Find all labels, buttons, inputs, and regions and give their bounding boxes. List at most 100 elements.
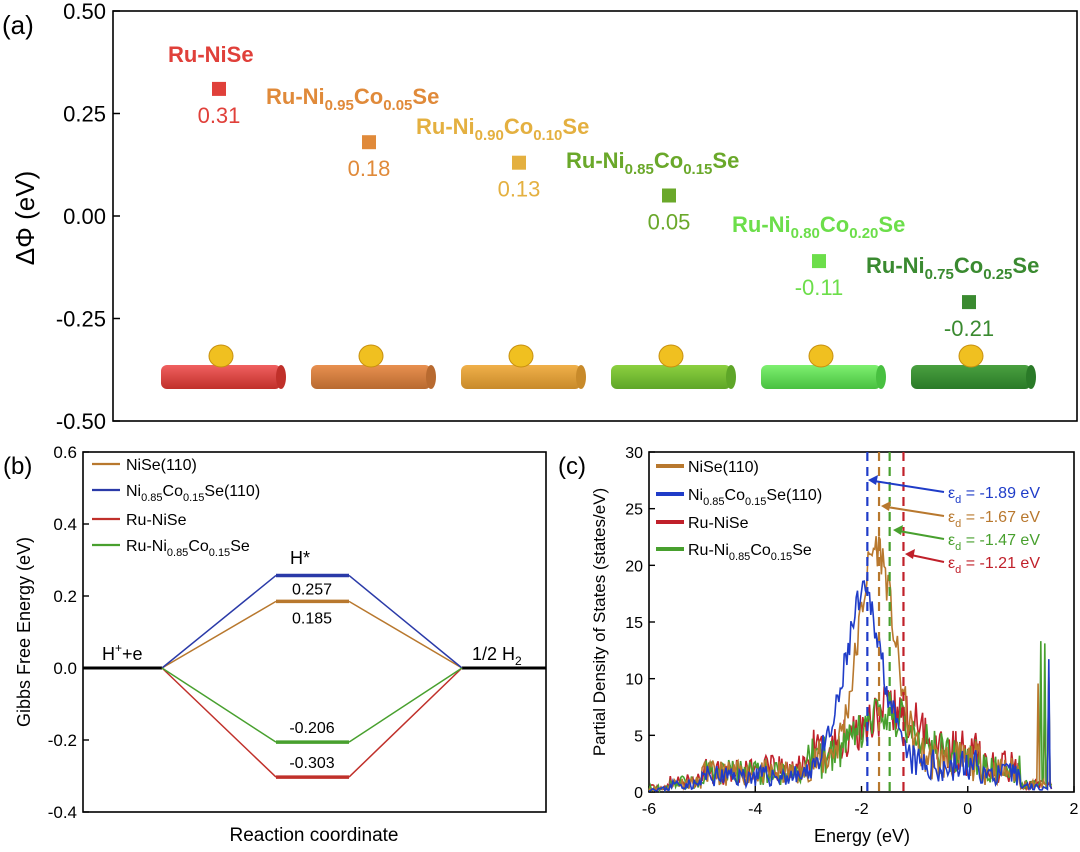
data-point-value: 0.31	[198, 103, 241, 128]
data-point-value: 0.18	[348, 156, 391, 181]
panel-c-ytick-label: 30	[625, 445, 643, 462]
ru-atom	[808, 344, 834, 368]
point-label-ru-ni095co005se: Ru-Ni0.95Co0.05Se	[266, 84, 439, 114]
data-point	[362, 135, 376, 150]
ru-atom	[958, 344, 984, 368]
dband-annotation-nicose: εd = -1.89 eV	[948, 485, 1040, 506]
nanorod	[461, 365, 581, 389]
panel-a-ytick-label: -0.50	[56, 409, 106, 434]
legend-label-ru-nicose: Ru-Ni0.85Co0.15Se	[126, 538, 250, 559]
panel-b-ytick-label: 0.2	[53, 587, 77, 606]
panel-c-xtick-label: -4	[748, 801, 762, 818]
panel-c-legend: NiSe(110) Ni0.85Co0.15Se(110) Ru-NiSe Ru…	[656, 459, 822, 563]
panel-c-xlabel: Energy (eV)	[814, 826, 910, 846]
panel-a-frame	[112, 10, 1078, 422]
dband-arrow-ru-nise	[910, 554, 945, 563]
panel-b: (b) Gibbs Free Energy (eV) Reaction coor…	[3, 443, 547, 846]
legend-label-ru-nise: Ru-NiSe	[126, 512, 187, 529]
nanorod	[911, 365, 1031, 389]
data-point-value: -0.11	[795, 275, 844, 300]
panel-c-label: (c)	[558, 453, 586, 480]
data-point	[962, 295, 976, 310]
nanorod	[761, 365, 881, 389]
connector	[161, 667, 277, 743]
energy-value: -0.206	[289, 720, 334, 737]
dband-arrowhead-ru-nicose	[893, 525, 903, 535]
energy-value: -0.303	[289, 755, 334, 772]
energy-value: 0.257	[292, 581, 332, 598]
nanorod-end	[1026, 365, 1036, 389]
ru-atom	[358, 344, 384, 368]
energy-value: 0.185	[292, 610, 332, 627]
state-label-intermediate: H*	[290, 548, 310, 568]
legend-label-c-nicose: Ni0.85Co0.15Se(110)	[688, 487, 822, 508]
nanorod-end	[576, 365, 586, 389]
legend-label-c-ru-nicose: Ru-Ni0.85Co0.15Se	[688, 542, 812, 563]
data-point-value: -0.21	[944, 316, 994, 341]
dband-arrow-nise	[886, 506, 945, 517]
data-point-value: 0.05	[648, 210, 691, 235]
panel-b-ytick-label: 0.4	[53, 515, 77, 534]
panel-c-ytick-label: 5	[634, 728, 643, 745]
connector	[348, 600, 463, 669]
data-point-value: 0.13	[498, 177, 541, 202]
ru-atom	[208, 344, 234, 368]
dband-arrow-ru-nicose	[898, 530, 945, 540]
panel-b-ytick-label: -0.2	[48, 731, 77, 750]
connector	[161, 574, 277, 669]
ru-atom	[508, 344, 534, 368]
legend-label-c-nise: NiSe(110)	[688, 459, 759, 476]
panel-c-ylabel: Partial Density of States (states/eV)	[590, 488, 609, 756]
panel-b-ylabel: Gibbs Free Energy (eV)	[14, 537, 34, 727]
point-label-ru-nise: Ru-NiSe	[168, 42, 254, 67]
panel-c: (c) Partial Density of States (states/eV…	[558, 445, 1079, 846]
panel-c-xtick-label: 0	[963, 801, 972, 818]
dband-annotation-ru-nicose: εd = -1.47 eV	[948, 532, 1040, 553]
nanorod-end	[276, 365, 286, 389]
nanorod	[611, 365, 731, 389]
connector	[348, 667, 463, 778]
point-label-ru-ni085co015se: Ru-Ni0.85Co0.15Se	[566, 148, 739, 178]
state-label-final: 1/2 H2	[472, 644, 522, 668]
pdos-curve	[648, 580, 1053, 793]
nanorod	[311, 365, 431, 389]
panel-b-legend: NiSe(110) Ni0.85Co0.15Se(110) Ru-NiSe Ru…	[92, 457, 260, 559]
panel-c-xtick-label: -2	[854, 801, 868, 818]
point-label-ru-ni075co025se: Ru-Ni0.75Co0.25Se	[866, 253, 1039, 283]
connector	[161, 667, 277, 778]
panel-b-xlabel: Reaction coordinate	[230, 825, 399, 846]
point-label-ru-ni090co010se: Ru-Ni0.90Co0.10Se	[416, 114, 589, 144]
panel-a-ytick-label: 0.50	[63, 0, 106, 24]
panel-c-ytick-label: 25	[625, 502, 643, 519]
panel-a-ytick-label: 0.25	[63, 102, 106, 127]
dband-arrowhead-nicose	[868, 475, 878, 485]
dband-annotation-ru-nise: εd = -1.21 eV	[948, 555, 1040, 576]
state-label-initial: H++e	[102, 641, 143, 664]
data-point	[662, 188, 676, 203]
dband-arrowhead-nise	[881, 501, 891, 511]
panel-b-label: (b)	[3, 453, 32, 480]
panel-a-label: (a)	[2, 10, 34, 40]
panel-a-ytick-label: 0.00	[63, 204, 106, 229]
data-point	[512, 155, 526, 170]
nanorod	[161, 365, 281, 389]
panel-b-ytick-label: 0.0	[53, 659, 77, 678]
nanorods	[161, 344, 1036, 389]
connector	[348, 574, 463, 669]
panel-c-xtick-label: -6	[642, 801, 656, 818]
panel-b-ytick-label: 0.6	[53, 443, 77, 462]
data-point	[812, 254, 826, 269]
legend-label-c-ru-nise: Ru-NiSe	[688, 515, 749, 532]
data-point	[212, 81, 226, 96]
nanorod-end	[426, 365, 436, 389]
connector	[348, 667, 463, 743]
panel-a-ytick-label: -0.25	[56, 307, 106, 332]
connector	[161, 600, 277, 669]
dband-annotation-nise: εd = -1.67 eV	[948, 509, 1040, 530]
panel-a: (a) ΔΦ (eV) 0.50 0.25 0.00 -0.25 -0.50 Ru-Ni…	[2, 0, 1078, 434]
panel-a-ylabel: ΔΦ (eV)	[10, 171, 40, 265]
legend-label-nicose: Ni0.85Co0.15Se(110)	[126, 483, 260, 504]
pdos-spectra	[648, 536, 1053, 793]
legend-label-nise: NiSe(110)	[126, 457, 197, 474]
